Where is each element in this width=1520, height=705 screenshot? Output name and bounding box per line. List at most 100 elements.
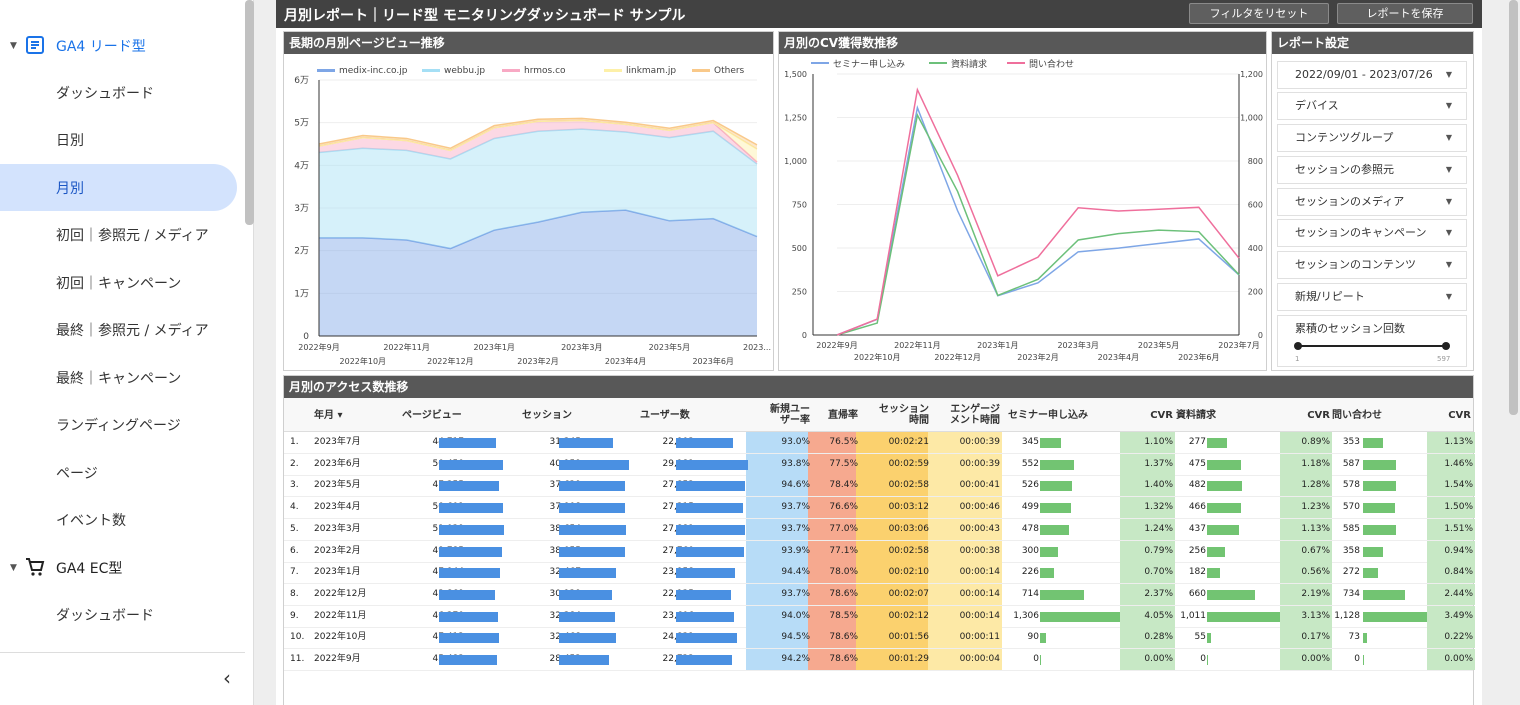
shopping-cart-icon [26,558,45,576]
nav-item-ec-dashboard[interactable]: ダッシュボード [56,607,154,624]
nav-item-daily[interactable]: 日別 [56,132,84,149]
nav-item-monthly[interactable]: 月別 [0,164,237,211]
table-cell-bar [559,438,614,448]
nav-item-last-campaign[interactable]: 最終｜キャンペーン [56,370,182,387]
document-icon [26,36,44,54]
table-cell: 6. [290,545,299,556]
table-row[interactable]: 9.2022年11月46,27032,28423,60694.0%78.5%00… [284,605,1475,628]
cell-background [1427,475,1475,497]
nav-item-event-count[interactable]: イベント数 [56,512,126,529]
column-header[interactable]: CVR [1150,409,1173,421]
table-cell-bar [559,524,627,535]
slider-min-value: 1 [1295,355,1300,363]
cell-background [1280,432,1332,453]
cell-background [1120,562,1175,584]
table-cell: 1. [290,437,299,447]
cell-background [808,432,860,453]
table-cell: 478 [1021,523,1039,534]
table-cell: 1,306 [1013,610,1039,621]
session-content-filter[interactable]: セッションのコンテンツ ▼ [1277,251,1467,279]
page-scrollbar[interactable] [1509,0,1518,415]
session-source-filter[interactable]: セッションの参照元 ▼ [1277,156,1467,184]
y-right-tick-label: 1,000 [1240,114,1263,123]
cell-background [928,453,1002,475]
table-cell: 9. [290,610,299,621]
table-cell: 714 [1021,588,1039,599]
table-cell: 00:02:07 [888,588,929,599]
x-tick-label: 2023年6月 [1178,352,1219,362]
table-cell-bar [1207,546,1226,557]
table-cell: 2.44% [1444,588,1473,599]
table-cell: 1.24% [1144,523,1173,534]
caret-down-icon[interactable]: ▼ [10,40,17,51]
device-filter[interactable]: デバイス ▼ [1277,92,1467,120]
table-cell: 94.0% [781,610,810,621]
cell-background [1427,497,1475,519]
nav-divider [0,652,245,653]
table-cell: 1.32% [1144,502,1173,513]
table-row[interactable]: 3.2023年5月47,35537,62927,85294.6%78.4%00:… [284,475,1475,498]
nav-item-first-source-medium[interactable]: 初回｜参照元 / メディア [56,227,209,244]
cell-background [1120,649,1175,670]
table-row[interactable]: 10.2022年10月47,41232,46824,83194.5%78.6%0… [284,627,1475,650]
table-cell-bar [676,611,735,622]
reset-filter-button[interactable]: フィルタをリセット [1189,3,1329,24]
column-header[interactable]: セッション 時間 [879,404,929,426]
cell-background [1120,583,1175,605]
session-campaign-filter[interactable]: セッションのキャンペーン ▼ [1277,219,1467,247]
table-header-row: 年月 ▾ ページビュー セッション ユーザー数 新規ユー ザー率 直帰率 セッション 時間エ… [284,398,1473,432]
column-header[interactable]: CVR [1307,409,1330,421]
table-cell-bar [439,481,500,492]
table-row[interactable]: 1.2023年7月44,71731,24522,90393.0%76.5%00:… [284,432,1475,454]
legend-label: 資料請求 [951,58,987,70]
new-returning-filter[interactable]: 新規/リピート ▼ [1277,283,1467,311]
column-header[interactable]: 資料請求 [1176,409,1216,421]
cv-chart-title: 月別のCV獲得数推移 [779,32,1266,54]
table-row[interactable]: 7.2023年1月47,94432,46723,95894.4%78.0%00:… [284,562,1475,585]
column-header[interactable]: ユーザー数 [640,409,690,421]
table-row[interactable]: 6.2023年2月49,78538,05527,76093.9%77.1%00:… [284,540,1475,563]
date-range-selector[interactable]: 2022/09/01 - 2023/07/26 ▼ [1277,61,1467,89]
nav-item-last-source-medium[interactable]: 最終｜参照元 / メディア [56,322,209,339]
cell-background [808,475,860,497]
table-row[interactable]: 4.2023年4月50,60137,90827,31593.7%76.6%00:… [284,497,1475,520]
table-row[interactable]: 11.2022年9月45,48328,45222,72294.2%78.6%00… [284,649,1475,671]
column-header[interactable]: ページビュー [402,409,462,421]
content-group-filter[interactable]: コンテンツグループ ▼ [1277,124,1467,152]
nav-scrollbar[interactable] [245,0,254,225]
nav-group-ga4-lead[interactable]: ▼ GA4 リード型 [0,22,245,69]
nav-item-page[interactable]: ページ [56,465,98,482]
nav-item-dashboard[interactable]: ダッシュボード [56,85,154,102]
column-header[interactable]: セッション [522,409,572,421]
table-cell-bar [1207,633,1211,644]
column-header[interactable]: 問い合わせ [1332,409,1382,421]
table-cell: 585 [1342,523,1360,534]
table-cell-bar [559,655,609,665]
column-header[interactable]: CVR [1448,409,1471,421]
slider-min-handle[interactable] [1294,342,1302,350]
save-report-button[interactable]: レポートを保存 [1337,3,1473,24]
nav-group-ga4-ec[interactable]: ▼ GA4 EC型 [0,544,245,591]
column-header[interactable]: 新規ユー ザー率 [770,404,810,426]
column-header[interactable]: セミナー申し込み [1008,409,1088,421]
table-cell: 0.89% [1301,437,1330,447]
table-row[interactable]: 8.2022年12月43,86930,12922,13593.7%78.6%00… [284,583,1475,606]
nav-item-first-campaign[interactable]: 初回｜キャンペーン [56,275,182,292]
nav-item-landing-page[interactable]: ランディングページ [56,417,181,434]
column-header[interactable]: 直帰率 [828,409,858,421]
table-row[interactable]: 5.2023年3月51,03938,65427,88193.7%77.0%00:… [284,518,1475,541]
collapse-nav-chevron-left-icon[interactable]: ‹ [223,666,231,690]
table-row[interactable]: 2.2023年6月50,45040,15929,18193.8%77.5%00:… [284,453,1475,476]
table-cell: 1.51% [1444,523,1473,534]
caret-down-icon[interactable]: ▼ [10,562,17,573]
column-header[interactable]: 年月 ▾ [314,409,343,421]
slider-max-handle[interactable] [1442,342,1450,350]
session-medium-filter[interactable]: セッションのメディア ▼ [1277,188,1467,216]
table-cell: 94.6% [781,480,810,491]
table-cell: 277 [1188,437,1206,447]
slider-track[interactable] [1297,345,1447,347]
x-tick-label: 2023年4月 [605,356,646,366]
table-cell-bar [559,459,629,470]
column-header[interactable]: エンゲージ メント時間 [950,404,1000,426]
table-cell: 2.37% [1144,588,1173,599]
